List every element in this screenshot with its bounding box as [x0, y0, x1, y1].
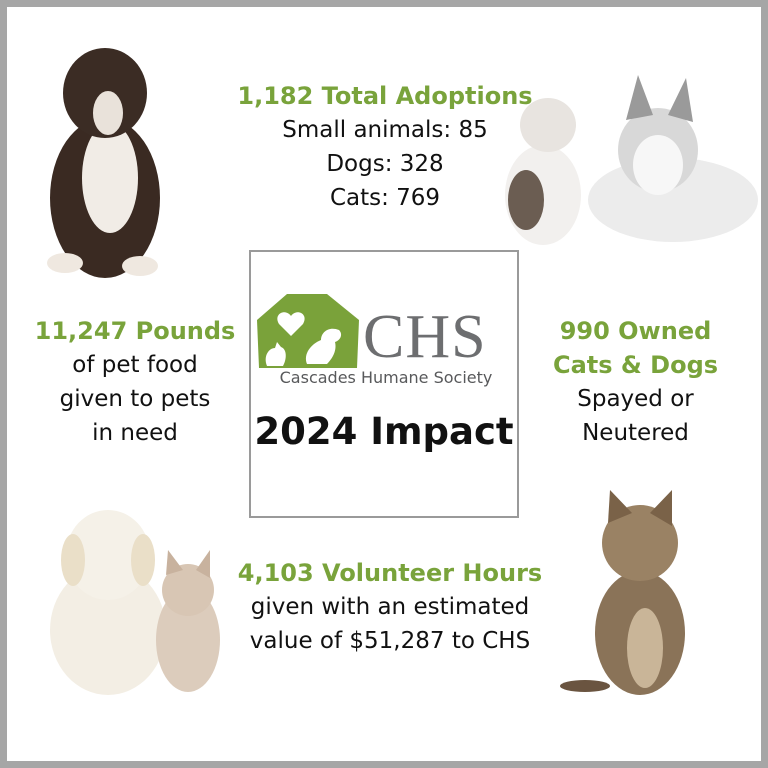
food-line: in need [92, 420, 178, 446]
center-panel: CHS Cascades Humane Society 2024 Impact [249, 250, 519, 518]
adoptions-line: Small animals: 85 [282, 117, 488, 143]
golden-puppy-and-kitten-photo [50, 510, 220, 695]
food-line: of pet food [72, 352, 198, 378]
adoptions-line: Cats: 769 [329, 185, 441, 211]
volunteer-stat: 4,103 Volunteer Hours given with an esti… [225, 556, 555, 658]
brindle-puppy-photo [47, 48, 160, 278]
spay-line: Spayed or [577, 386, 694, 412]
cat-and-husky-photo [505, 75, 758, 245]
volunteer-headline: 4,103 Volunteer Hours [237, 559, 543, 587]
house-heart-pets-logo-icon [257, 294, 359, 368]
organization-name: Cascades Humane Society [279, 368, 493, 387]
volunteer-line: value of $51,287 to CHS [249, 628, 531, 654]
adoptions-stat: 1,182 Total Adoptions Small animals: 85 … [210, 79, 560, 215]
food-stat: 11,247 Pounds of pet food given to pets … [20, 314, 250, 450]
spay-neuter-stat: 990 Owned Cats & Dogs Spayed or Neutered [528, 314, 743, 450]
adoptions-headline: 1,182 Total Adoptions [237, 82, 533, 110]
spay-line: Neutered [582, 420, 689, 446]
spay-headline: Cats & Dogs [552, 351, 719, 379]
logo-wordmark: CHS [363, 303, 487, 371]
volunteer-line: given with an estimated [250, 594, 530, 620]
food-line: given to pets [59, 386, 211, 412]
food-headline: 11,247 Pounds [34, 317, 236, 345]
tabby-cat-photo [560, 490, 685, 695]
page-title: 2024 Impact [254, 410, 514, 453]
adoptions-line: Dogs: 328 [326, 151, 444, 177]
spay-headline: 990 Owned [559, 317, 712, 345]
